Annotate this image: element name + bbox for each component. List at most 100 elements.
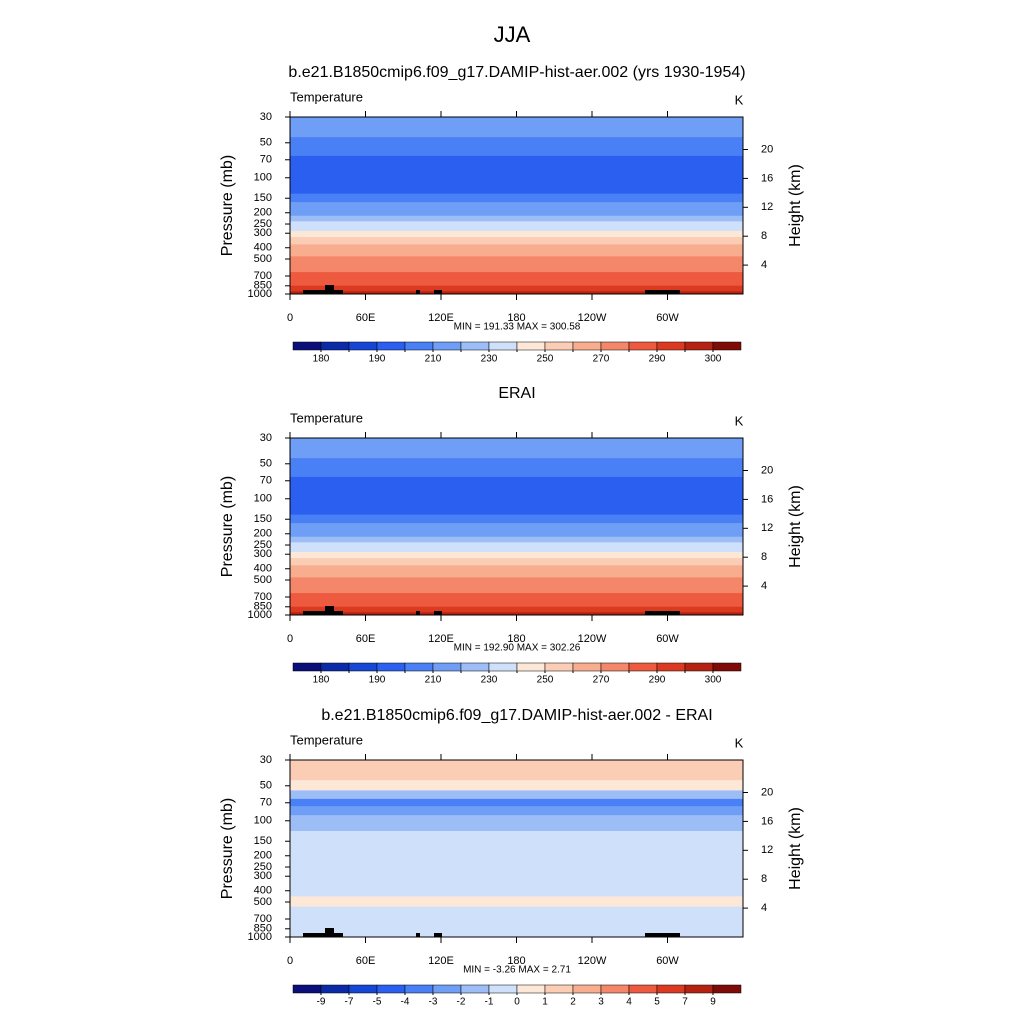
- colorbar-box: [488, 984, 518, 994]
- topography: [434, 611, 442, 615]
- x-tick-label: 180: [507, 955, 525, 967]
- colorbar-box: [544, 662, 574, 672]
- contour-band: [290, 494, 743, 505]
- contour-band: [290, 250, 743, 257]
- colorbar-box: [572, 341, 602, 351]
- contour-band: [290, 798, 743, 807]
- colorbar-box: [712, 341, 742, 351]
- colorbar-box: [292, 341, 322, 351]
- y-tick-label: 700: [254, 591, 272, 603]
- topography: [325, 285, 334, 294]
- y2-tick-label: 4: [761, 259, 767, 271]
- x-tick-label: 60E: [356, 312, 376, 324]
- contour-band: [290, 815, 743, 832]
- contour-band: [290, 117, 743, 125]
- y-tick-label: 70: [260, 154, 272, 166]
- colorbar-box: [712, 662, 742, 672]
- contour-band: [290, 780, 743, 791]
- colorbar-label: 230: [481, 675, 498, 686]
- contour-band: [290, 760, 743, 768]
- y2-axis-label: Height (km): [787, 807, 804, 890]
- colorbar-label: -2: [457, 997, 466, 1008]
- colorbar-box: [628, 662, 658, 672]
- x-tick-label: 60E: [356, 955, 376, 967]
- topography: [325, 928, 334, 937]
- x-tick-label: 0: [287, 633, 293, 645]
- colorbar-box: [432, 984, 462, 994]
- colorbar-box: [292, 662, 322, 672]
- contour-band: [290, 155, 743, 166]
- contour-band: [290, 552, 743, 559]
- contour-band: [290, 226, 743, 232]
- colorbar-box: [656, 341, 686, 351]
- y2-tick-label: 20: [761, 143, 773, 155]
- colorbar-box: [348, 984, 378, 994]
- y-tick-label: 100: [254, 815, 272, 827]
- x-tick-label: 180: [507, 312, 525, 324]
- contour-band: [290, 147, 743, 157]
- y-tick-label: 1000: [248, 288, 272, 300]
- contour-band: [290, 514, 743, 524]
- colorbar-box: [516, 662, 546, 672]
- colorbar-box: [600, 984, 630, 994]
- colorbar-box: [488, 662, 518, 672]
- contour-band: [290, 124, 743, 138]
- y-tick-label: 250: [254, 539, 272, 551]
- colorbar-box: [600, 341, 630, 351]
- contour-band: [290, 279, 743, 287]
- figure-title: JJA: [494, 22, 531, 47]
- colorbar-label: -4: [401, 997, 410, 1008]
- y-tick-label: 300: [254, 548, 272, 560]
- y2-tick-label: 16: [761, 815, 773, 827]
- colorbar-label: 190: [369, 675, 386, 686]
- contour-band: [290, 848, 743, 867]
- colorbar-label: -5: [373, 997, 382, 1008]
- topography: [303, 290, 343, 294]
- panel-title: ERAI: [498, 385, 535, 402]
- colorbar-box: [348, 662, 378, 672]
- variable-label: Temperature: [290, 732, 363, 747]
- colorbar-label: 210: [425, 354, 442, 365]
- x-tick-label: 120E: [428, 955, 454, 967]
- contour-band: [290, 291, 743, 295]
- colorbar-box: [432, 341, 462, 351]
- x-tick-label: 120W: [578, 312, 607, 324]
- contour-band: [290, 237, 743, 245]
- contour-band: [290, 202, 743, 210]
- y2-axis-label: Height (km): [787, 164, 804, 247]
- y2-tick-label: 12: [761, 844, 773, 856]
- contour-band: [290, 263, 743, 273]
- colorbar-box: [404, 662, 434, 672]
- colorbar-box: [684, 341, 714, 351]
- contour-band: [290, 458, 743, 469]
- y2-tick-label: 12: [761, 201, 773, 213]
- y2-tick-label: 8: [761, 551, 767, 563]
- y2-tick-label: 8: [761, 873, 767, 885]
- y-tick-label: 1000: [248, 609, 272, 621]
- contour-band: [290, 530, 743, 538]
- y-axis-label: Pressure (mb): [219, 155, 236, 256]
- y-tick-label: 70: [260, 797, 272, 809]
- colorbar-box: [460, 662, 490, 672]
- contour-band: [290, 209, 743, 217]
- y-tick-label: 700: [254, 270, 272, 282]
- contour-band: [290, 445, 743, 459]
- y-tick-label: 250: [254, 218, 272, 230]
- contour-band: [290, 256, 743, 265]
- contour-band: [290, 565, 743, 573]
- contour-band: [290, 831, 743, 849]
- contour-band: [290, 137, 743, 148]
- contour-band: [290, 767, 743, 781]
- contour-band: [290, 221, 743, 227]
- contour-band: [290, 932, 743, 938]
- colorbar-label: 1: [542, 997, 548, 1008]
- y-tick-label: 500: [254, 253, 272, 265]
- contour-band: [290, 183, 743, 195]
- contour-band: [290, 547, 743, 553]
- units-label: K: [735, 92, 744, 107]
- x-tick-label: 60W: [656, 633, 679, 645]
- colorbar-label: 180: [313, 354, 330, 365]
- contour-band: [290, 612, 743, 616]
- colorbar-label: 7: [682, 997, 688, 1008]
- contour-band: [290, 593, 743, 601]
